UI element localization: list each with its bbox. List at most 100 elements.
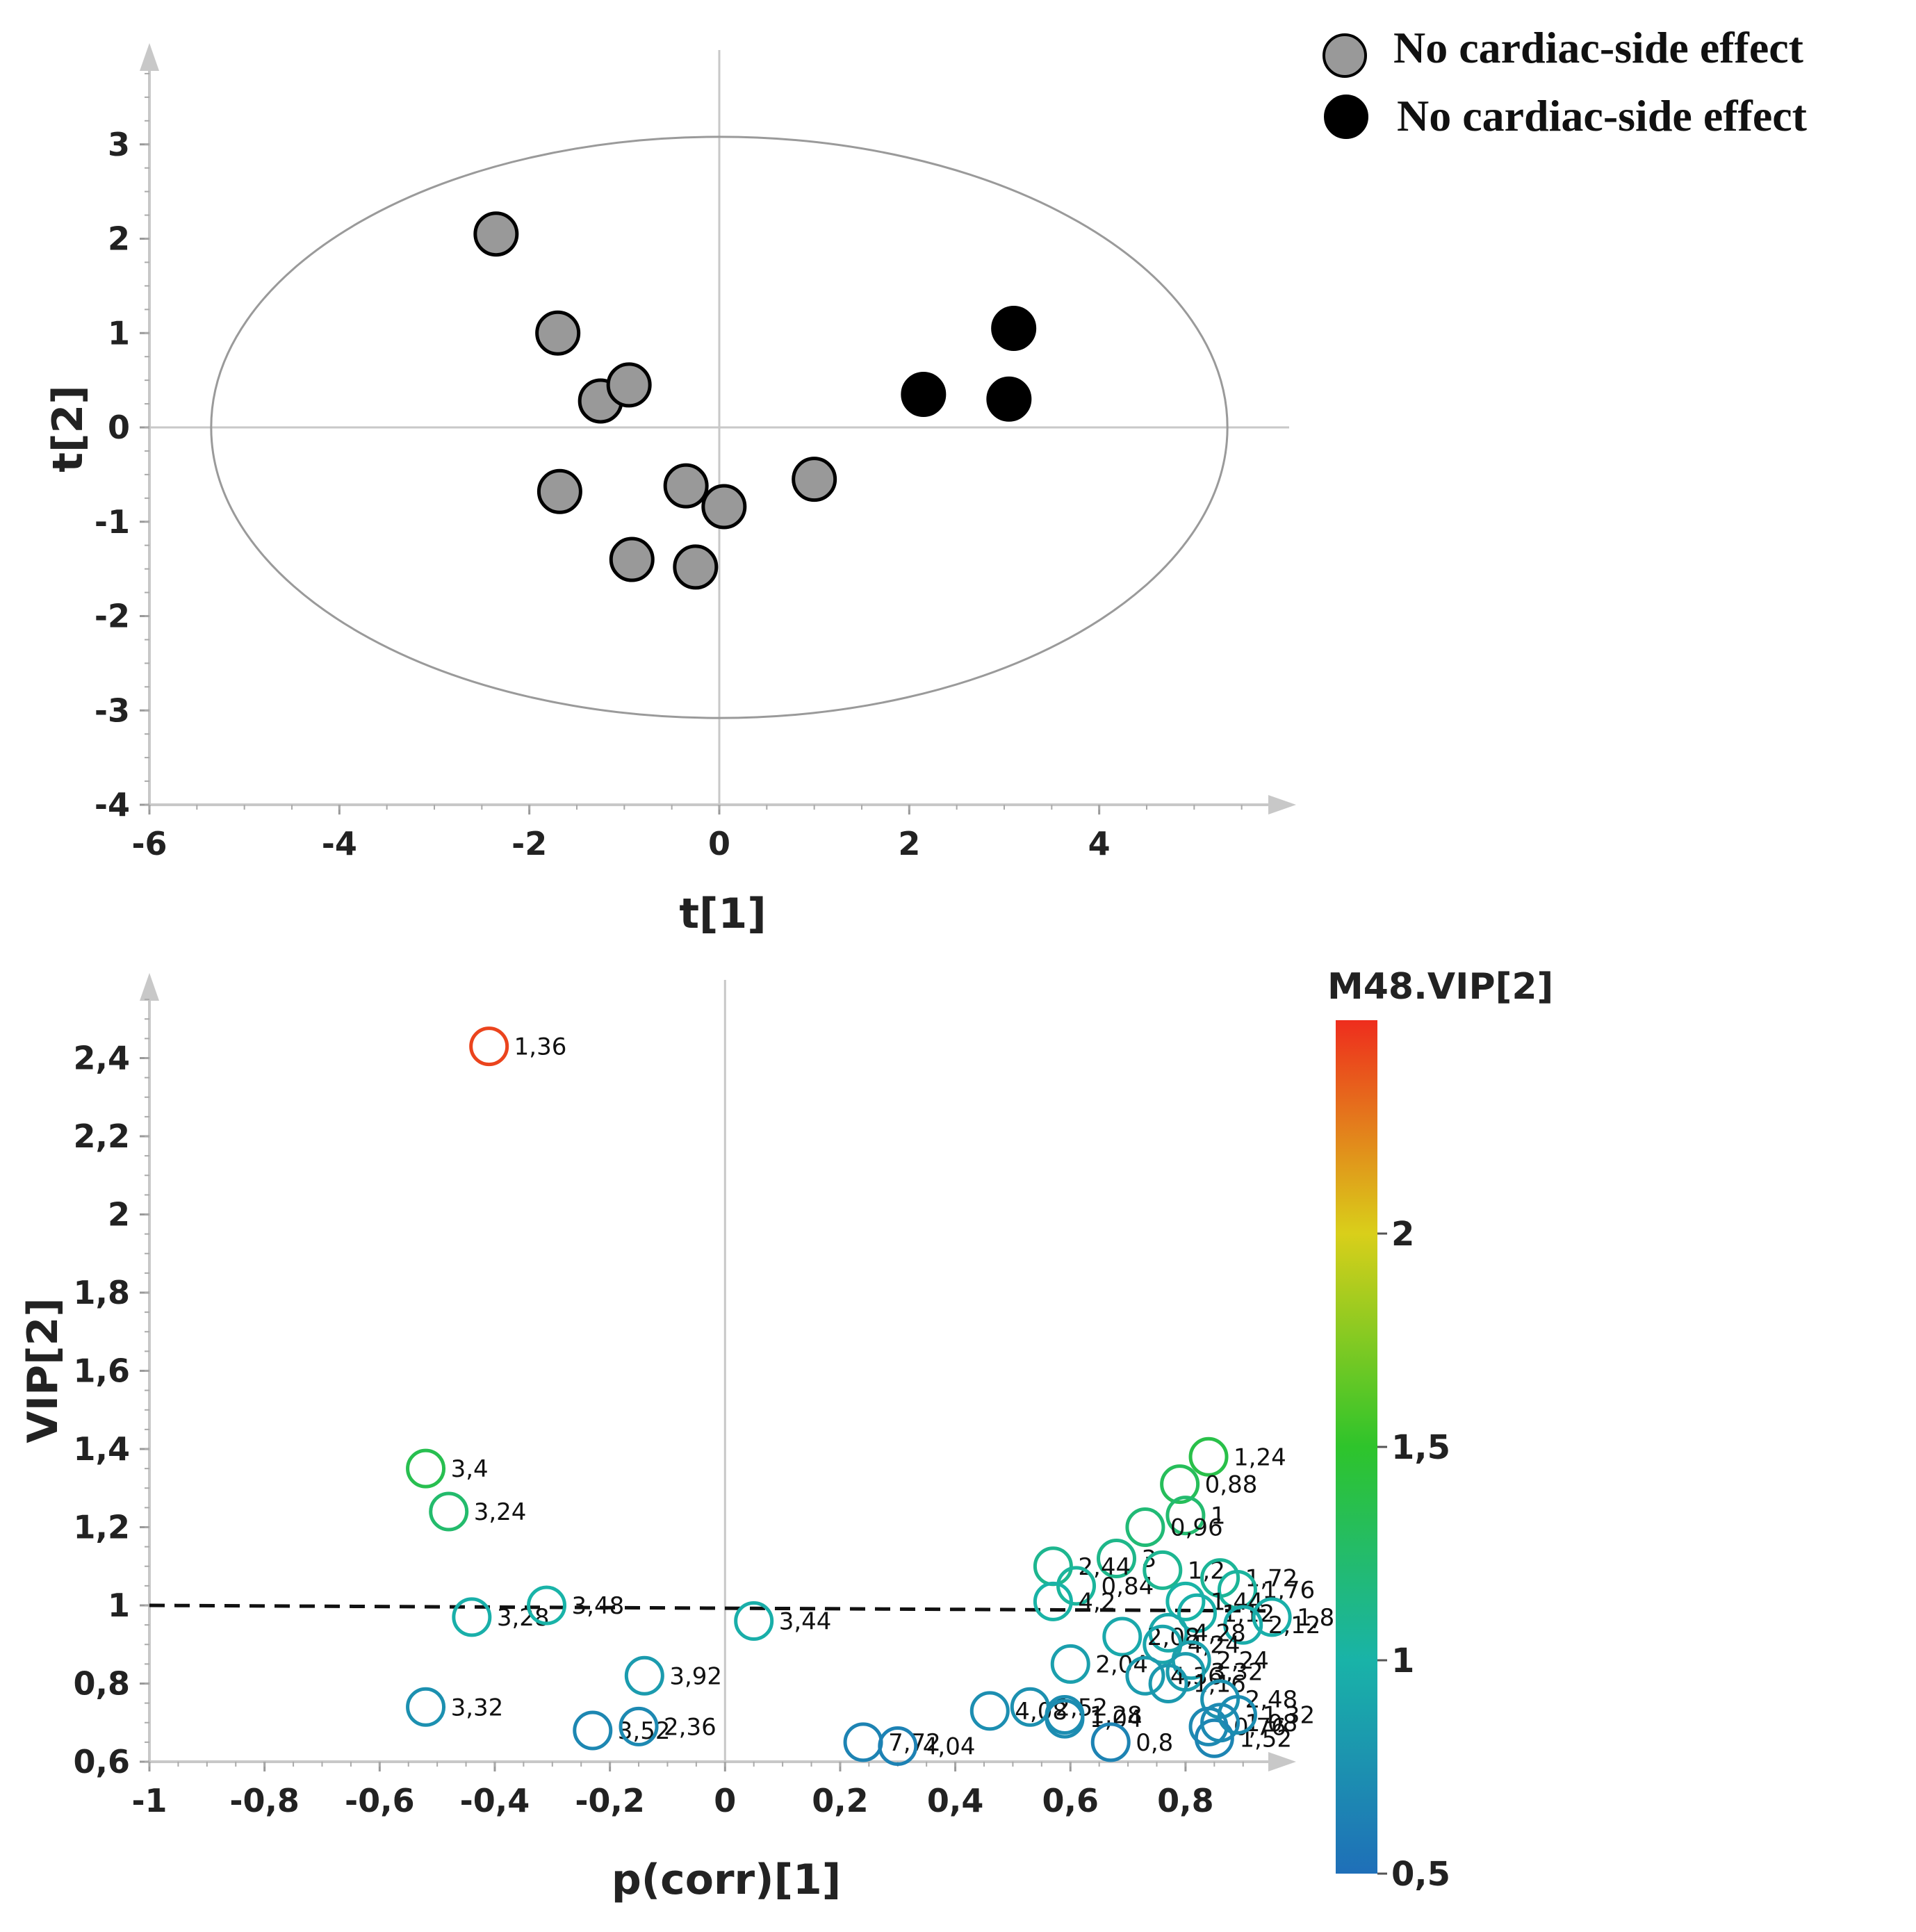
score-plot-y-tick-label: -2	[95, 598, 130, 635]
vip-point	[1033, 1581, 1073, 1621]
vip-point	[624, 1655, 664, 1696]
score-points	[473, 211, 1037, 590]
score-plot-x-tick-label: 0	[708, 825, 730, 862]
vip-point	[1223, 1605, 1263, 1645]
vip-point-label: 3,28	[497, 1604, 550, 1632]
vip-plot-y-tick-label: 2,4	[74, 1040, 131, 1077]
score-plot-x-tick-label: 2	[898, 825, 920, 862]
vip-point	[1050, 1644, 1090, 1684]
vip-point	[406, 1448, 446, 1489]
vip-plot-x-tick-label: 0	[714, 1782, 736, 1819]
score-point-gray	[663, 463, 709, 509]
score-point-gray	[606, 362, 652, 408]
legend: No cardiac-side effect No cardiac-side e…	[1323, 23, 1808, 140]
score-point-gray	[673, 544, 719, 590]
vip-plot-x-arrow	[1268, 1752, 1296, 1771]
colorbar-gradient	[1336, 1020, 1377, 1874]
score-plot-y-title: t[2]	[44, 385, 92, 472]
vip-point	[1252, 1597, 1292, 1637]
colorbar-tick-label: 1,5	[1391, 1428, 1450, 1467]
score-plot-x-tick-label: -4	[322, 825, 357, 862]
colorbar: M48.VIP[2] 0,5 1 1,5 2	[1327, 966, 1553, 1894]
vip-point	[1194, 1718, 1234, 1758]
score-point-gray	[535, 310, 581, 356]
vip-point	[573, 1710, 613, 1751]
colorbar-ticks: 0,5 1 1,5 2	[1377, 1215, 1450, 1894]
vip-point-label: 1,8	[1297, 1604, 1334, 1632]
score-plot-y-tick-label: -3	[95, 691, 130, 729]
score-point-gray	[473, 211, 519, 257]
colorbar-tick-label: 2	[1391, 1215, 1414, 1254]
vip-point	[619, 1706, 659, 1746]
vip-point	[1097, 1539, 1137, 1578]
vip-point	[1102, 1616, 1143, 1657]
score-point-gray	[609, 537, 655, 582]
vip-point-label: 2,12	[1268, 1612, 1321, 1639]
vip-point	[1045, 1698, 1085, 1739]
score-plot-x-title: t[1]	[679, 890, 766, 938]
legend-marker-gray	[1323, 33, 1367, 78]
vip-point	[969, 1691, 1010, 1731]
vip-plot-x-tick-label: -0,6	[345, 1782, 415, 1819]
score-point-black	[901, 371, 947, 417]
vip-plot-x-tick-label: -0,8	[229, 1782, 300, 1819]
score-plot-y-arrow	[140, 43, 159, 71]
vip-point	[1165, 1581, 1206, 1621]
vip-plot-x-tick-label: 0,6	[1042, 1782, 1099, 1819]
vip-point-label: 3,92	[669, 1662, 722, 1690]
vip-plot-y-tick-label: 2,2	[74, 1118, 131, 1155]
vip-point	[1090, 1722, 1131, 1762]
vip-point-label: 0,96	[1170, 1514, 1223, 1542]
vip-plot-y-tick-label: 0,6	[74, 1743, 131, 1780]
vip-threshold-line	[149, 1603, 1276, 1613]
vip-point	[1125, 1655, 1165, 1696]
vip-point-label: 2,36	[664, 1713, 717, 1741]
vip-point-label: 3,44	[779, 1608, 832, 1636]
vip-point	[878, 1726, 918, 1766]
vip-point	[406, 1687, 446, 1727]
vip-point-label: 1,36	[514, 1033, 567, 1061]
score-plot-axes	[140, 43, 1296, 814]
score-plot-y-tick-label: -4	[95, 786, 130, 824]
vip-point	[452, 1597, 492, 1637]
score-plot-x-tick-label: -2	[511, 825, 547, 862]
colorbar-title: M48.VIP[2]	[1327, 966, 1553, 1008]
vip-point-label: 3,24	[474, 1498, 527, 1526]
vip-point	[1177, 1593, 1217, 1633]
vip-point	[1217, 1695, 1257, 1735]
score-point-black	[991, 305, 1037, 351]
vip-point-label: 0,76	[1234, 1713, 1286, 1741]
vip-point-label: 2,44	[1078, 1553, 1131, 1581]
score-point-gray	[792, 457, 837, 502]
score-point-gray	[701, 484, 747, 530]
vip-plot-y-tick-label: 2	[108, 1196, 130, 1234]
vip-point-label: 3,4	[451, 1455, 489, 1483]
score-plot-y-tick-label: 3	[108, 126, 130, 163]
vip-plot-x-tick-label: 0,4	[927, 1782, 984, 1819]
vip-point-label: 0,88	[1205, 1471, 1258, 1499]
score-plot-x-arrow	[1268, 795, 1296, 814]
vip-point	[1160, 1464, 1200, 1505]
vip-point	[1143, 1550, 1183, 1590]
vip-point-label: 4,24	[1188, 1631, 1241, 1659]
vip-point-label: 1,32	[1262, 1702, 1315, 1730]
score-plot-x-tick-label: 4	[1088, 825, 1111, 862]
score-plot-y-tick-label: 2	[108, 220, 130, 258]
vip-point	[1033, 1546, 1073, 1587]
vip-point-label: 1,24	[1234, 1443, 1286, 1471]
vip-point	[1165, 1496, 1206, 1536]
legend-label-2: No cardiac-side effect	[1397, 91, 1808, 140]
vip-plot-ticks: -1 -0,8 -0,6 -0,4 -0,2 0 0,2 0,4 0,6 0,8 0,6 0,8 1 1,…	[74, 999, 1244, 1819]
score-point-black	[986, 376, 1032, 422]
vip-plot-y-tick-label: 1,4	[74, 1430, 131, 1468]
vip-points: 1,363,43,243,28 3,483,443,923,323,522,367…	[406, 1026, 1334, 1766]
vip-point	[469, 1026, 509, 1067]
vip-plot-x-tick-label: -1	[131, 1782, 167, 1819]
vip-plot: -1 -0,8 -0,6 -0,4 -0,2 0 0,2 0,4 0,6 0,8 0,6 0,8 1 1,…	[19, 973, 1334, 1904]
score-plot-x-tick-label: -6	[131, 825, 167, 862]
score-plot-y-tick-label: 1	[108, 314, 130, 352]
